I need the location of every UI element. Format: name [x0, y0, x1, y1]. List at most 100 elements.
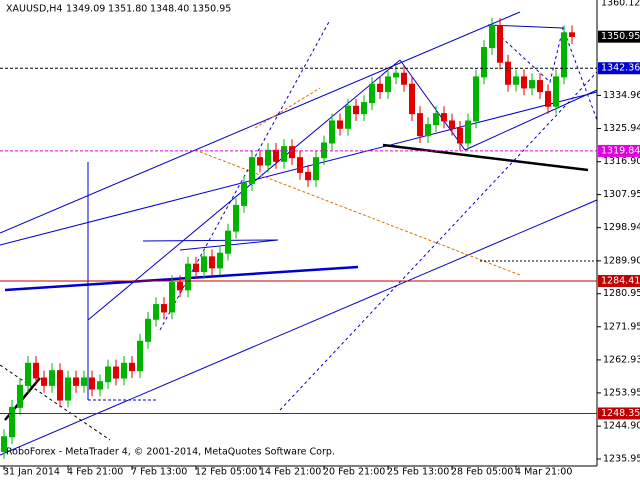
trend-line [487, 24, 598, 121]
candle-body [489, 24, 495, 49]
candle-body [65, 377, 71, 401]
candle-body [385, 76, 391, 93]
candle-body [97, 381, 103, 390]
candle-body [441, 113, 447, 122]
candle-body [249, 157, 255, 184]
y-tick-label: 1271.95 [603, 321, 640, 332]
price-label-bg [598, 30, 640, 43]
candle-body [137, 340, 143, 372]
header-value: 1349.09 [66, 4, 105, 15]
candle-body [529, 80, 535, 89]
candle-body [89, 377, 95, 390]
price-label: 1319.84 [601, 145, 640, 156]
candle-body [145, 318, 151, 342]
candle-body [193, 263, 199, 273]
trend-line [464, 89, 598, 151]
candle-body [305, 171, 311, 181]
x-tick-label: 25 Feb 13:00 [387, 467, 449, 478]
candle-body [41, 377, 47, 386]
x-tick-label: 31 Jan 2014 [3, 467, 60, 478]
candle-body [57, 370, 63, 401]
candle-body [161, 304, 167, 313]
candle-body [481, 47, 487, 78]
candle-body [105, 366, 111, 383]
candle-body [345, 105, 351, 129]
candle-body [401, 72, 407, 85]
candle-body [17, 384, 23, 408]
x-tick-label: 14 Feb 21:00 [259, 467, 321, 478]
candle-body [313, 157, 319, 181]
price-label: 1342.36 [601, 63, 640, 74]
x-tick-label: 4 Mar 21:00 [515, 467, 572, 478]
candle-body [321, 142, 327, 159]
candle-body [457, 127, 463, 144]
x-tick-label: 4 Feb 21:00 [67, 467, 123, 478]
trend-line [399, 59, 466, 151]
trend-line [142, 239, 279, 242]
candle-body [513, 76, 519, 85]
candle-body [393, 72, 399, 78]
header-value: 1350.95 [192, 4, 231, 15]
x-tick-label: 12 Feb 05:00 [195, 467, 257, 478]
candle-body [537, 80, 543, 93]
candle-body [265, 149, 271, 166]
y-tick-label: 1325.94 [603, 123, 640, 134]
x-tick-label: 7 Feb 13:00 [131, 467, 187, 478]
trend-line [4, 265, 359, 292]
candle-body [473, 76, 479, 122]
candle-body [337, 120, 343, 129]
candle-body [73, 377, 79, 386]
candle-body [505, 61, 511, 85]
candle-body [329, 120, 335, 144]
candle-body [273, 149, 279, 162]
candle-body [353, 105, 359, 115]
y-tick-label: 1334.96 [603, 90, 640, 101]
trend-line [194, 149, 521, 276]
x-tick-label: 20 Feb 21:00 [323, 467, 385, 478]
candle-body [545, 91, 551, 107]
candle-body [257, 157, 263, 166]
candle-body [569, 32, 575, 38]
candle-body [297, 157, 303, 173]
candle-body [449, 120, 455, 129]
candle-body [177, 282, 183, 291]
candle-body [553, 76, 559, 107]
x-tick-label: 28 Feb 05:00 [451, 467, 513, 478]
trend-line [0, 364, 111, 441]
y-tick-label: 1244.90 [603, 421, 640, 432]
candle-body [409, 83, 415, 115]
price-label: 1284.41 [601, 276, 640, 287]
candle-body [225, 230, 231, 254]
candle-body [281, 146, 287, 162]
y-tick-label: 1316.90 [603, 156, 640, 167]
candle-body [201, 256, 207, 273]
candle-body [33, 362, 39, 379]
header-value: 1348.40 [150, 4, 189, 15]
trend-line [159, 19, 331, 331]
y-tick-label: 1289.90 [603, 255, 640, 266]
y-tick-label: 1280.95 [603, 288, 640, 299]
price-label-bg [598, 0, 640, 10]
candle-body [497, 24, 503, 63]
candle-body [49, 370, 55, 386]
price-label: 1248.35 [601, 408, 640, 419]
candle-body [217, 252, 223, 269]
candle-body [241, 182, 247, 206]
candle-body [233, 204, 239, 232]
trend-line [279, 71, 598, 411]
footer: RoboForex - MetaTrader 4, © 2001-2014, M… [6, 447, 335, 458]
candle-body [417, 113, 423, 137]
y-tick-label: 1253.95 [603, 387, 640, 398]
candle-body [209, 256, 215, 269]
price-label-bg [598, 407, 640, 420]
price-label-bg [598, 144, 640, 157]
candle-body [9, 406, 15, 438]
candle-body [113, 366, 119, 379]
candle-body [169, 282, 175, 313]
candle-body [561, 32, 567, 78]
trend-line [382, 143, 589, 172]
candle-body [433, 113, 439, 126]
